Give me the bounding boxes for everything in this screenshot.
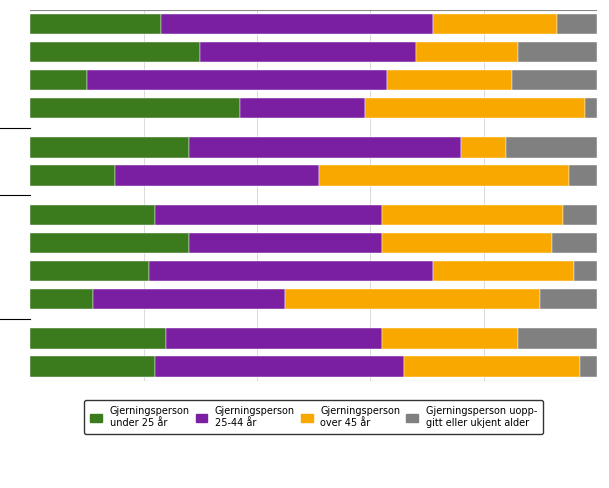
Bar: [149, 261, 432, 281]
Bar: [115, 165, 319, 185]
Bar: [30, 356, 155, 377]
Bar: [382, 328, 518, 348]
Bar: [155, 205, 382, 225]
Bar: [432, 261, 574, 281]
Bar: [30, 14, 161, 34]
Bar: [540, 289, 597, 309]
Bar: [415, 42, 518, 62]
Bar: [382, 205, 563, 225]
Bar: [200, 42, 415, 62]
Bar: [580, 356, 597, 377]
Bar: [574, 261, 597, 281]
Bar: [518, 42, 597, 62]
Bar: [382, 233, 552, 253]
Bar: [240, 98, 365, 118]
Bar: [30, 70, 87, 90]
Bar: [404, 356, 580, 377]
Bar: [30, 98, 240, 118]
Bar: [387, 70, 512, 90]
Bar: [30, 289, 93, 309]
Bar: [93, 289, 285, 309]
Bar: [30, 205, 155, 225]
Bar: [166, 328, 382, 348]
Bar: [285, 289, 540, 309]
Bar: [461, 137, 506, 158]
Legend: Gjerningsperson
under 25 år, Gjerningsperson
25-44 år, Gjerningsperson
over 45 å: Gjerningsperson under 25 år, Gjerningspe…: [84, 400, 543, 434]
Bar: [30, 233, 189, 253]
Bar: [552, 233, 597, 253]
Bar: [506, 137, 597, 158]
Bar: [585, 98, 597, 118]
Bar: [557, 14, 597, 34]
Bar: [365, 98, 585, 118]
Bar: [568, 165, 597, 185]
Bar: [563, 205, 597, 225]
Bar: [30, 42, 200, 62]
Bar: [512, 70, 597, 90]
Bar: [30, 137, 189, 158]
Bar: [30, 261, 149, 281]
Bar: [189, 137, 461, 158]
Bar: [189, 233, 382, 253]
Bar: [87, 70, 387, 90]
Bar: [319, 165, 568, 185]
Bar: [30, 328, 166, 348]
Bar: [155, 356, 404, 377]
Bar: [30, 165, 115, 185]
Bar: [161, 14, 432, 34]
Bar: [432, 14, 557, 34]
Bar: [518, 328, 597, 348]
